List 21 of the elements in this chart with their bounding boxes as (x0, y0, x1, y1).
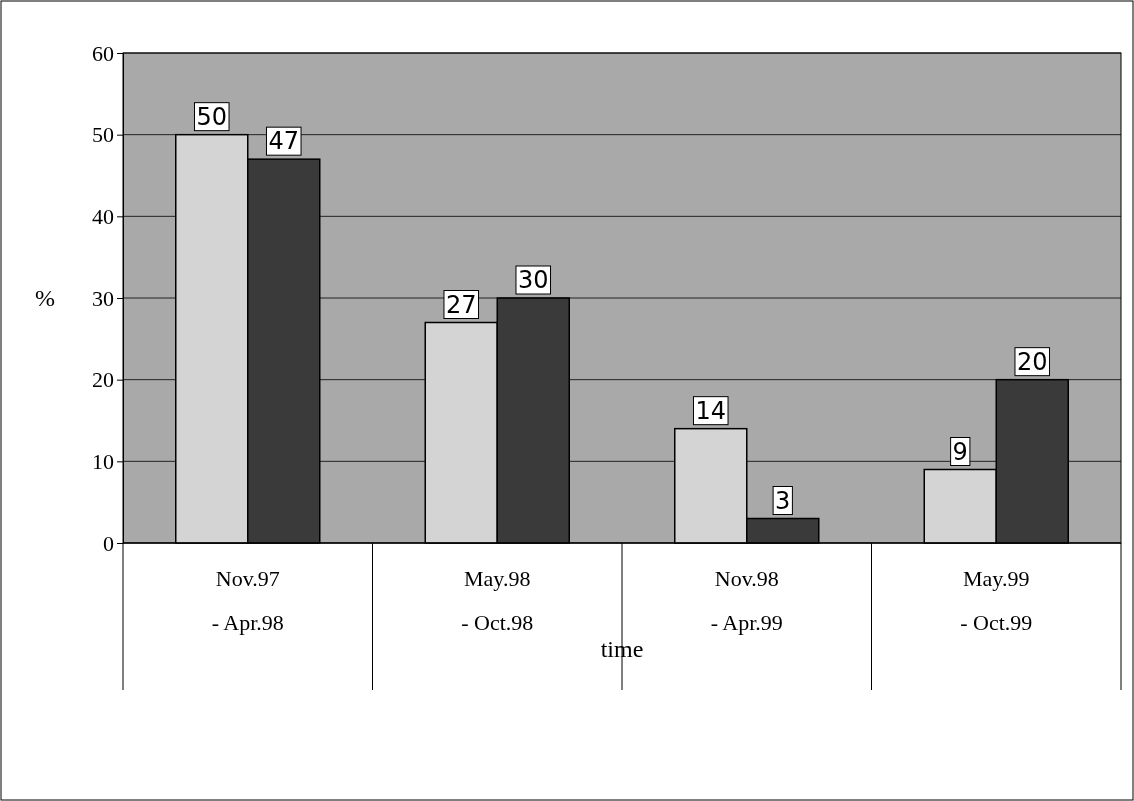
y-tick-label: 0 (103, 530, 114, 556)
y-tick-label: 10 (92, 448, 114, 474)
data-label: 9 (952, 437, 968, 466)
x-tick-label: May.99 - Oct.99 (960, 566, 1033, 635)
x-tick-label: Nov.97 - Apr.98 (211, 566, 284, 635)
x-tick-label: May.98 - Oct.98 (461, 566, 534, 635)
x-tick-label: Nov.98 - Apr.99 (710, 566, 783, 635)
x-axis-title: time (600, 636, 644, 662)
y-tick-label: 50 (92, 122, 114, 148)
y-tick-label: 60 (92, 40, 114, 66)
y-tick-label: 30 (92, 285, 114, 311)
y-tick-label: 40 (92, 203, 114, 229)
data-label: 14 (695, 396, 727, 425)
y-axis-title: % (35, 285, 55, 311)
data-label: 20 (1016, 347, 1048, 376)
data-label: 30 (517, 266, 549, 294)
data-label: 3 (775, 486, 791, 515)
data-label: 50 (196, 102, 228, 131)
data-label: 47 (268, 127, 300, 156)
data-label: 27 (445, 290, 477, 319)
y-tick-label: 20 (92, 367, 114, 393)
